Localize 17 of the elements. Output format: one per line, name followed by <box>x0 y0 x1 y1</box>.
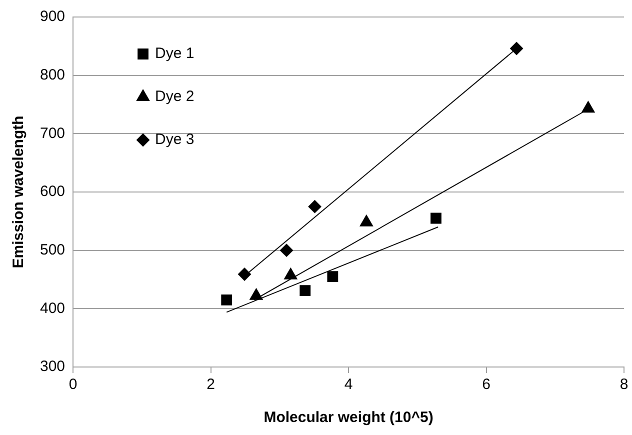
legend-label: Dye 3 <box>155 131 194 148</box>
x-tick-label: 4 <box>344 376 353 394</box>
x-tick-label: 6 <box>482 376 490 394</box>
x-tick-label: 0 <box>68 376 78 394</box>
y-tick-label: 600 <box>40 183 66 200</box>
y-tick-label: 400 <box>40 300 66 317</box>
x-tick-label: 2 <box>206 376 215 394</box>
x-axis-title: Molecular weight (10^5) <box>264 409 434 426</box>
y-tick-label: 900 <box>40 8 66 26</box>
y-tick-label: 800 <box>40 66 66 84</box>
y-tick-label: 700 <box>40 124 66 142</box>
y-axis-title: Emission wavelength <box>10 116 28 268</box>
legend-label: Dye 2 <box>155 88 194 106</box>
y-tick-label: 500 <box>40 241 66 258</box>
y-tick-label: 300 <box>40 358 66 376</box>
x-tick-label: 8 <box>620 376 628 394</box>
legend-label: Dye 1 <box>155 45 194 62</box>
